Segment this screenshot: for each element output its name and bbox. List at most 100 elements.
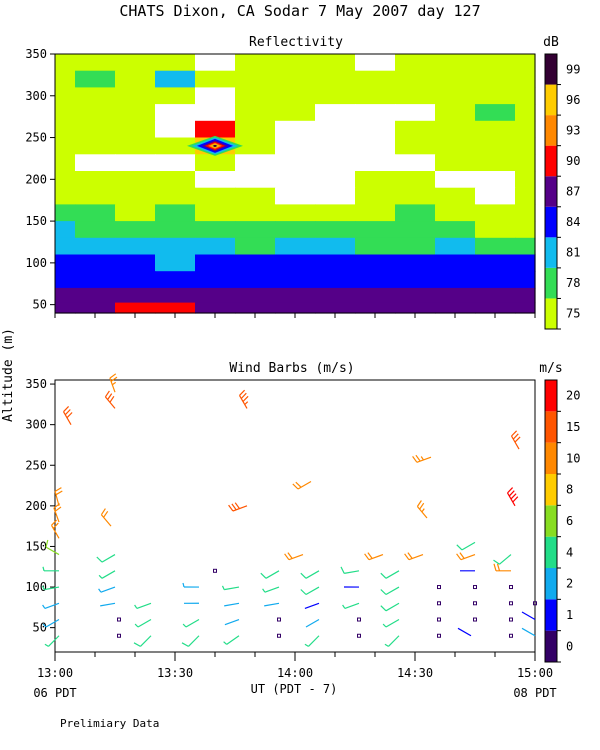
reflectivity-cell — [155, 171, 196, 189]
wind-barb-shaft — [53, 507, 60, 523]
wind-barb — [493, 563, 512, 572]
reflectivity-cell — [75, 137, 116, 155]
reflectivity-cell — [75, 287, 116, 304]
wind-barb — [182, 619, 200, 628]
wind-barb — [54, 487, 63, 507]
wind-barb-half-flag — [41, 585, 45, 590]
wind-barb-shaft — [100, 514, 112, 527]
wind-barb-shaft — [387, 635, 400, 647]
reflectivity-cell — [475, 271, 516, 289]
reflectivity-cell — [55, 171, 76, 189]
wind-barb-half-flag — [42, 604, 46, 609]
reflectivity-cell — [395, 271, 436, 289]
reflectivity-colorbar-swatch — [545, 115, 557, 146]
reflectivity-cell — [195, 204, 236, 222]
reflectivity-cell — [115, 70, 156, 88]
reflectivity-cell — [235, 287, 276, 304]
reflectivity-cell — [315, 271, 356, 289]
wind-barb-shaft — [139, 635, 152, 647]
reflectivity-cells — [55, 54, 536, 314]
reflectivity-cell — [315, 237, 356, 256]
reflectivity-cell — [195, 171, 236, 189]
wind-barb-flag — [54, 506, 62, 512]
wind-barb-flag — [380, 589, 387, 595]
wind-barb-flag — [493, 563, 497, 571]
wind-barb-shaft — [50, 525, 60, 539]
wind-barb-flag — [55, 490, 63, 496]
reflectivity-cell — [115, 302, 156, 314]
wind-barb-flag — [64, 409, 71, 416]
reflectivity-cell — [395, 204, 436, 222]
reflectivity-cell — [235, 137, 276, 155]
reflectivity-cell — [395, 137, 436, 155]
wind-barb-half-flag — [98, 588, 102, 593]
wind-barb-half-flag — [42, 623, 47, 628]
wind-barb-shaft — [506, 492, 516, 507]
wind-barb-shaft — [45, 619, 60, 628]
wind-barb-shaft — [54, 491, 60, 507]
reflectivity-cell — [515, 154, 536, 172]
wind-barb-shaft — [101, 570, 116, 579]
reflectivity-cell — [155, 54, 196, 72]
reflectivity-y-tick-label: 200 — [25, 172, 47, 186]
wind-colorbar-swatch — [545, 411, 557, 443]
x-tick-label: 13:30 — [157, 666, 193, 680]
reflectivity-cell — [515, 254, 536, 272]
reflectivity-cell — [435, 120, 476, 139]
wind-y-tick-label: 200 — [25, 499, 47, 513]
reflectivity-cell — [275, 154, 316, 172]
reflectivity-cell — [515, 221, 536, 239]
wind-barb-shaft — [305, 570, 320, 579]
reflectivity-cell — [315, 137, 356, 155]
wind-barb-flag — [511, 430, 518, 437]
wind-calm-marker — [213, 568, 217, 573]
reflectivity-cell — [395, 187, 436, 205]
wind-barb-shaft — [45, 546, 60, 556]
reflectivity-cell — [395, 54, 436, 72]
reflectivity-cell — [515, 54, 536, 72]
wind-barb-shaft — [304, 602, 320, 609]
wind-calm-marker — [437, 617, 441, 622]
wind-calm-marker — [117, 633, 121, 638]
wind-colorbar-swatch — [545, 505, 557, 537]
reflectivity-cell — [275, 287, 316, 304]
reflectivity-cell — [435, 287, 476, 304]
reflectivity-cell — [435, 154, 476, 172]
wind-barb-flag — [181, 642, 189, 647]
reflectivity-cell — [195, 120, 236, 139]
reflectivity-cell — [195, 104, 236, 122]
wind-barb-flag — [52, 522, 59, 529]
wind-barb-flag — [295, 481, 302, 488]
reflectivity-cell — [275, 302, 316, 314]
wind-barb — [224, 602, 240, 607]
wind-barb-flag — [412, 456, 418, 463]
figure-title: CHATS Dixon, CA Sodar 7 May 2007 day 127 — [119, 2, 480, 20]
wind-barb-shaft — [297, 480, 312, 490]
reflectivity-cell — [355, 87, 396, 105]
wind-barb — [182, 582, 200, 588]
wind-barb — [98, 586, 116, 593]
wind-x-ticks: 13:00 13:30 14:00 14:30 15:00 — [37, 652, 553, 680]
wind-barb-shaft — [499, 554, 512, 565]
wind-colorbar-swatch — [545, 536, 557, 568]
reflectivity-cell — [75, 204, 116, 222]
wind-barb-shaft — [224, 618, 240, 626]
reflectivity-cell — [155, 120, 196, 139]
reflectivity-cell — [155, 87, 196, 105]
wind-barb — [223, 635, 240, 645]
wind-calm-marker — [533, 601, 537, 606]
wind-barb-flag — [512, 496, 519, 503]
wind-barb-shaft — [47, 635, 60, 647]
wind-barb-flag — [300, 589, 307, 595]
wind-calm-marker — [509, 601, 513, 606]
reflectivity-cell — [435, 87, 476, 105]
reflectivity-colorbar-label: 78 — [566, 276, 580, 290]
reflectivity-colorbar-swatch — [545, 54, 557, 85]
reflectivity-cell — [155, 237, 196, 256]
reflectivity-cell — [435, 204, 476, 222]
wind-barb-half-flag — [134, 623, 139, 628]
reflectivity-y-tick-label: 300 — [25, 89, 47, 103]
reflectivity-cell — [475, 187, 516, 205]
reflectivity-cell — [435, 54, 476, 72]
wind-barb — [456, 541, 476, 551]
